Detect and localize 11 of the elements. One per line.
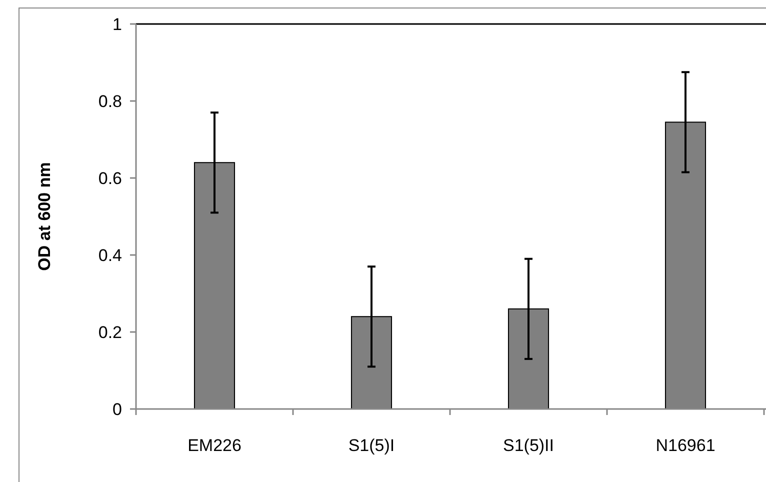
- y-axis-title: OD at 600 nm: [35, 162, 54, 271]
- y-tick-label: 0.8: [98, 92, 122, 111]
- y-tick-label: 0.6: [98, 168, 122, 188]
- y-tick-label: 1: [112, 14, 122, 34]
- y-tick-label: 0: [112, 400, 122, 419]
- x-tick-label: S1(5)I: [348, 436, 395, 455]
- x-tick-label: EM226: [188, 436, 242, 455]
- y-tick-label: 0.2: [98, 322, 122, 342]
- x-tick-label: N16961: [656, 436, 716, 455]
- y-tick-label: 0.4: [98, 246, 122, 265]
- x-tick-label: S1(5)II: [502, 436, 554, 455]
